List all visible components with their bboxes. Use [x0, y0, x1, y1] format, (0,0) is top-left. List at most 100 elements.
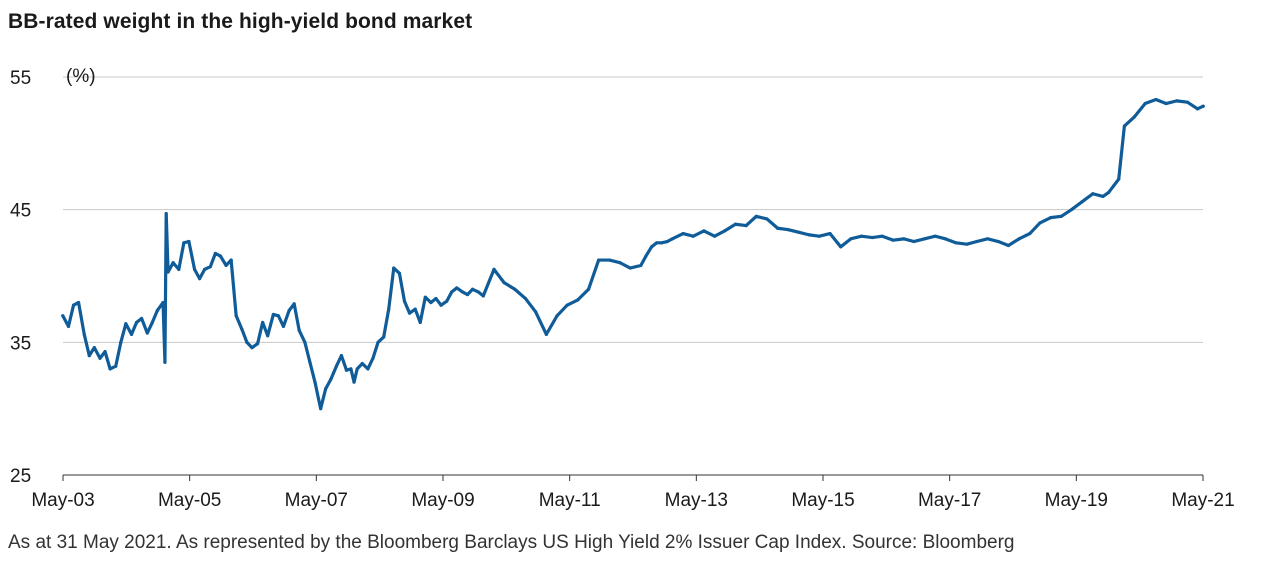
data-point — [376, 340, 380, 344]
data-point — [1112, 184, 1116, 188]
x-tick-label: May-13 — [665, 490, 728, 511]
data-point — [407, 311, 412, 315]
data-point — [933, 234, 937, 238]
data-point — [691, 234, 695, 238]
data-point — [129, 332, 134, 336]
data-point — [618, 261, 622, 265]
data-point — [1117, 177, 1121, 181]
data-point — [103, 350, 107, 354]
data-point — [61, 314, 65, 318]
data-point — [297, 328, 301, 332]
data-point — [108, 367, 112, 371]
data-point — [870, 235, 874, 240]
data-point — [513, 287, 517, 291]
data-point — [434, 296, 438, 301]
data-point — [776, 226, 780, 230]
data-point — [166, 270, 170, 274]
data-point — [943, 237, 947, 241]
data-point — [155, 308, 159, 313]
data-point — [607, 258, 611, 262]
data-point — [891, 238, 895, 242]
data-point — [1028, 231, 1032, 236]
x-tick-label: May-09 — [411, 490, 474, 511]
data-point — [1143, 101, 1147, 106]
data-point — [1175, 99, 1179, 103]
data-point — [450, 290, 454, 294]
data-point — [71, 303, 76, 307]
data-point — [229, 258, 233, 262]
data-point — [276, 314, 280, 318]
data-point — [754, 214, 758, 218]
data-point — [660, 241, 664, 245]
data-point — [681, 231, 685, 236]
data-point — [352, 380, 356, 384]
y-axis-unit-label: (%) — [66, 66, 96, 87]
data-point — [171, 261, 175, 265]
data-point — [1038, 221, 1042, 225]
data-point — [455, 286, 459, 290]
x-tick-label: May-21 — [1171, 490, 1234, 511]
data-point — [271, 312, 275, 317]
data-point — [744, 223, 748, 228]
data-point — [150, 320, 154, 325]
data-point — [644, 254, 648, 258]
y-tick-label: 25 — [10, 466, 31, 487]
data-point — [87, 354, 91, 358]
data-point — [187, 239, 191, 244]
data-point — [670, 237, 675, 241]
data-point — [502, 281, 506, 285]
data-point — [313, 380, 317, 384]
data-point — [586, 287, 591, 291]
data-point — [98, 356, 102, 360]
data-point — [1101, 194, 1105, 198]
data-point — [492, 267, 496, 271]
data-points — [61, 97, 1205, 411]
data-point — [234, 314, 238, 318]
x-axis — [62, 474, 1204, 481]
data-point — [177, 267, 181, 271]
data-point — [387, 307, 391, 311]
data-point — [203, 267, 207, 271]
data-point — [344, 368, 349, 372]
data-point — [163, 360, 167, 364]
data-point — [439, 303, 443, 307]
data-point — [256, 342, 260, 346]
data-point — [1122, 124, 1126, 128]
data-point — [1185, 100, 1190, 104]
y-tick-label: 45 — [10, 201, 31, 222]
data-point — [145, 331, 149, 335]
data-point — [240, 327, 244, 331]
data-point — [402, 299, 407, 303]
data-point — [576, 298, 580, 302]
data-point — [360, 361, 364, 366]
data-point — [392, 266, 396, 270]
data-point — [445, 299, 449, 303]
data-point — [1006, 243, 1011, 248]
data-point — [292, 302, 296, 306]
data-point — [922, 237, 927, 241]
data-point — [303, 340, 307, 344]
data-point — [423, 295, 427, 299]
data-point — [76, 300, 81, 305]
data-point — [828, 231, 832, 236]
data-point — [665, 239, 669, 244]
data-point — [140, 316, 144, 321]
data-point — [366, 367, 370, 371]
data-point — [1154, 97, 1158, 102]
data-point — [329, 377, 333, 382]
data-point — [1069, 208, 1074, 212]
y-tick-label: 55 — [10, 68, 31, 89]
data-point — [465, 292, 470, 297]
data-point — [213, 251, 217, 256]
data-point — [371, 356, 375, 360]
data-point — [119, 340, 123, 344]
data-point — [192, 267, 197, 271]
data-point — [1017, 237, 1021, 241]
data-point — [849, 237, 853, 241]
data-point — [733, 222, 738, 226]
data-point — [1059, 214, 1063, 218]
data-point — [164, 212, 168, 216]
data-point — [134, 320, 139, 325]
data-point — [975, 239, 979, 244]
